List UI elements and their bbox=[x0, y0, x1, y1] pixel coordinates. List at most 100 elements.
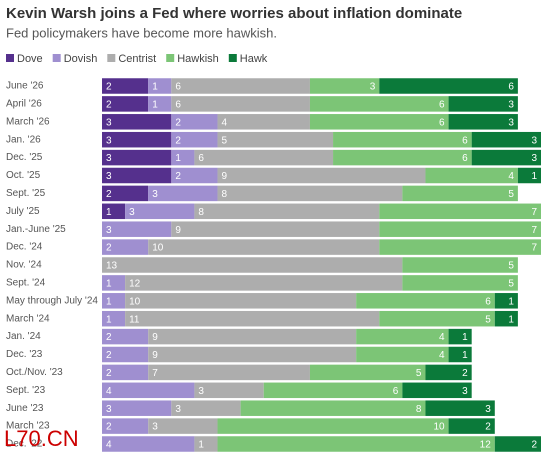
value-label: 4 bbox=[439, 332, 445, 343]
bar-segment bbox=[194, 382, 264, 399]
value-label: 6 bbox=[485, 296, 491, 307]
bar-segment bbox=[125, 310, 380, 327]
bar-segment bbox=[194, 149, 334, 166]
value-label: 9 bbox=[175, 225, 181, 236]
bar-segment bbox=[379, 239, 541, 255]
bar-segment bbox=[425, 364, 472, 381]
y-tick-label: March '24 bbox=[6, 313, 50, 324]
bar-segment bbox=[102, 185, 149, 202]
bar-segment bbox=[402, 275, 518, 291]
value-label: 3 bbox=[531, 153, 537, 164]
bar-segment bbox=[333, 149, 472, 166]
value-label: 3 bbox=[106, 153, 112, 164]
value-label: 8 bbox=[222, 189, 228, 200]
value-label: 1 bbox=[462, 332, 468, 343]
bar-segment bbox=[171, 149, 195, 166]
value-label: 1 bbox=[152, 100, 158, 111]
value-label: 12 bbox=[129, 279, 141, 290]
bar-segment bbox=[402, 185, 518, 202]
value-label: 6 bbox=[198, 153, 204, 164]
value-label: 6 bbox=[508, 82, 514, 93]
value-label: 2 bbox=[175, 117, 181, 128]
value-label: 3 bbox=[106, 117, 112, 128]
value-label: 7 bbox=[152, 368, 158, 379]
value-label: 2 bbox=[106, 332, 112, 343]
value-label: 3 bbox=[508, 117, 514, 128]
y-tick-label: Dec. '24 bbox=[6, 242, 43, 253]
legend-swatch bbox=[166, 54, 175, 62]
value-label: 7 bbox=[531, 225, 537, 236]
y-tick-label: Oct. '25 bbox=[6, 170, 41, 181]
value-label: 2 bbox=[531, 440, 537, 451]
legend-swatch bbox=[228, 54, 237, 62]
bar-segment bbox=[148, 364, 310, 381]
watermark: L70.CN bbox=[4, 426, 79, 451]
bar-segment bbox=[448, 346, 472, 363]
value-label: 12 bbox=[480, 440, 492, 451]
legend-swatch bbox=[107, 54, 116, 62]
bar-segment bbox=[171, 221, 380, 237]
value-label: 4 bbox=[222, 117, 228, 128]
bar-segment bbox=[102, 257, 403, 273]
bar-segment bbox=[356, 328, 449, 345]
bar-segment bbox=[448, 96, 518, 112]
value-label: 3 bbox=[152, 189, 158, 200]
value-label: 5 bbox=[416, 368, 422, 379]
value-label: 8 bbox=[198, 207, 204, 218]
value-label: 11 bbox=[129, 314, 140, 325]
y-tick-label: Sept. '24 bbox=[6, 278, 46, 289]
bar-segment bbox=[356, 293, 495, 309]
bar-segment bbox=[263, 382, 403, 399]
bar-segment bbox=[448, 114, 518, 130]
bar-segment bbox=[448, 418, 495, 434]
bar-segment bbox=[102, 221, 172, 237]
y-tick-label: Jan. '24 bbox=[6, 331, 41, 342]
bar-segment bbox=[379, 310, 495, 327]
bar-segment bbox=[148, 418, 218, 434]
legend-swatch bbox=[6, 54, 14, 62]
value-label: 1 bbox=[198, 440, 204, 451]
value-label: 3 bbox=[485, 404, 491, 415]
value-label: 5 bbox=[508, 261, 514, 272]
bar-segment bbox=[148, 346, 357, 363]
bar-segment bbox=[102, 328, 149, 345]
value-label: 6 bbox=[175, 100, 181, 111]
value-label: 1 bbox=[531, 171, 537, 182]
value-label: 6 bbox=[175, 82, 181, 93]
value-label: 3 bbox=[198, 386, 204, 397]
value-label: 4 bbox=[106, 386, 112, 397]
bar-segment bbox=[102, 203, 126, 220]
value-label: 3 bbox=[129, 207, 135, 218]
value-label: 3 bbox=[106, 404, 112, 415]
value-label: 3 bbox=[175, 404, 181, 415]
bar-segment bbox=[333, 131, 472, 148]
legend-label: Dove bbox=[17, 53, 43, 65]
bar-segment bbox=[217, 167, 426, 184]
bar-segment bbox=[102, 436, 195, 452]
value-label: 7 bbox=[531, 243, 537, 254]
y-tick-label: Sept. '25 bbox=[6, 188, 46, 199]
bar-segment bbox=[494, 436, 541, 452]
bar-segment bbox=[240, 400, 426, 416]
value-label: 4 bbox=[439, 350, 445, 361]
bar-segment bbox=[125, 275, 403, 291]
value-label: 6 bbox=[439, 117, 445, 128]
bar-segment bbox=[217, 114, 310, 130]
value-label: 6 bbox=[439, 100, 445, 111]
bar-segment bbox=[148, 78, 172, 94]
bar-segment bbox=[102, 114, 172, 130]
value-label: 2 bbox=[175, 171, 181, 182]
bar-segment bbox=[171, 400, 241, 416]
y-tick-label: Sept. '23 bbox=[6, 385, 46, 396]
y-tick-label: Jan. '26 bbox=[6, 134, 41, 145]
value-label: 2 bbox=[462, 368, 468, 379]
bar-segment bbox=[309, 78, 380, 94]
bar-segment bbox=[148, 96, 172, 112]
bar-segment bbox=[102, 310, 126, 327]
value-label: 10 bbox=[152, 243, 164, 254]
value-label: 9 bbox=[152, 350, 158, 361]
y-tick-label: July '25 bbox=[6, 206, 40, 217]
value-label: 3 bbox=[106, 225, 112, 236]
bar-segment bbox=[171, 78, 310, 94]
